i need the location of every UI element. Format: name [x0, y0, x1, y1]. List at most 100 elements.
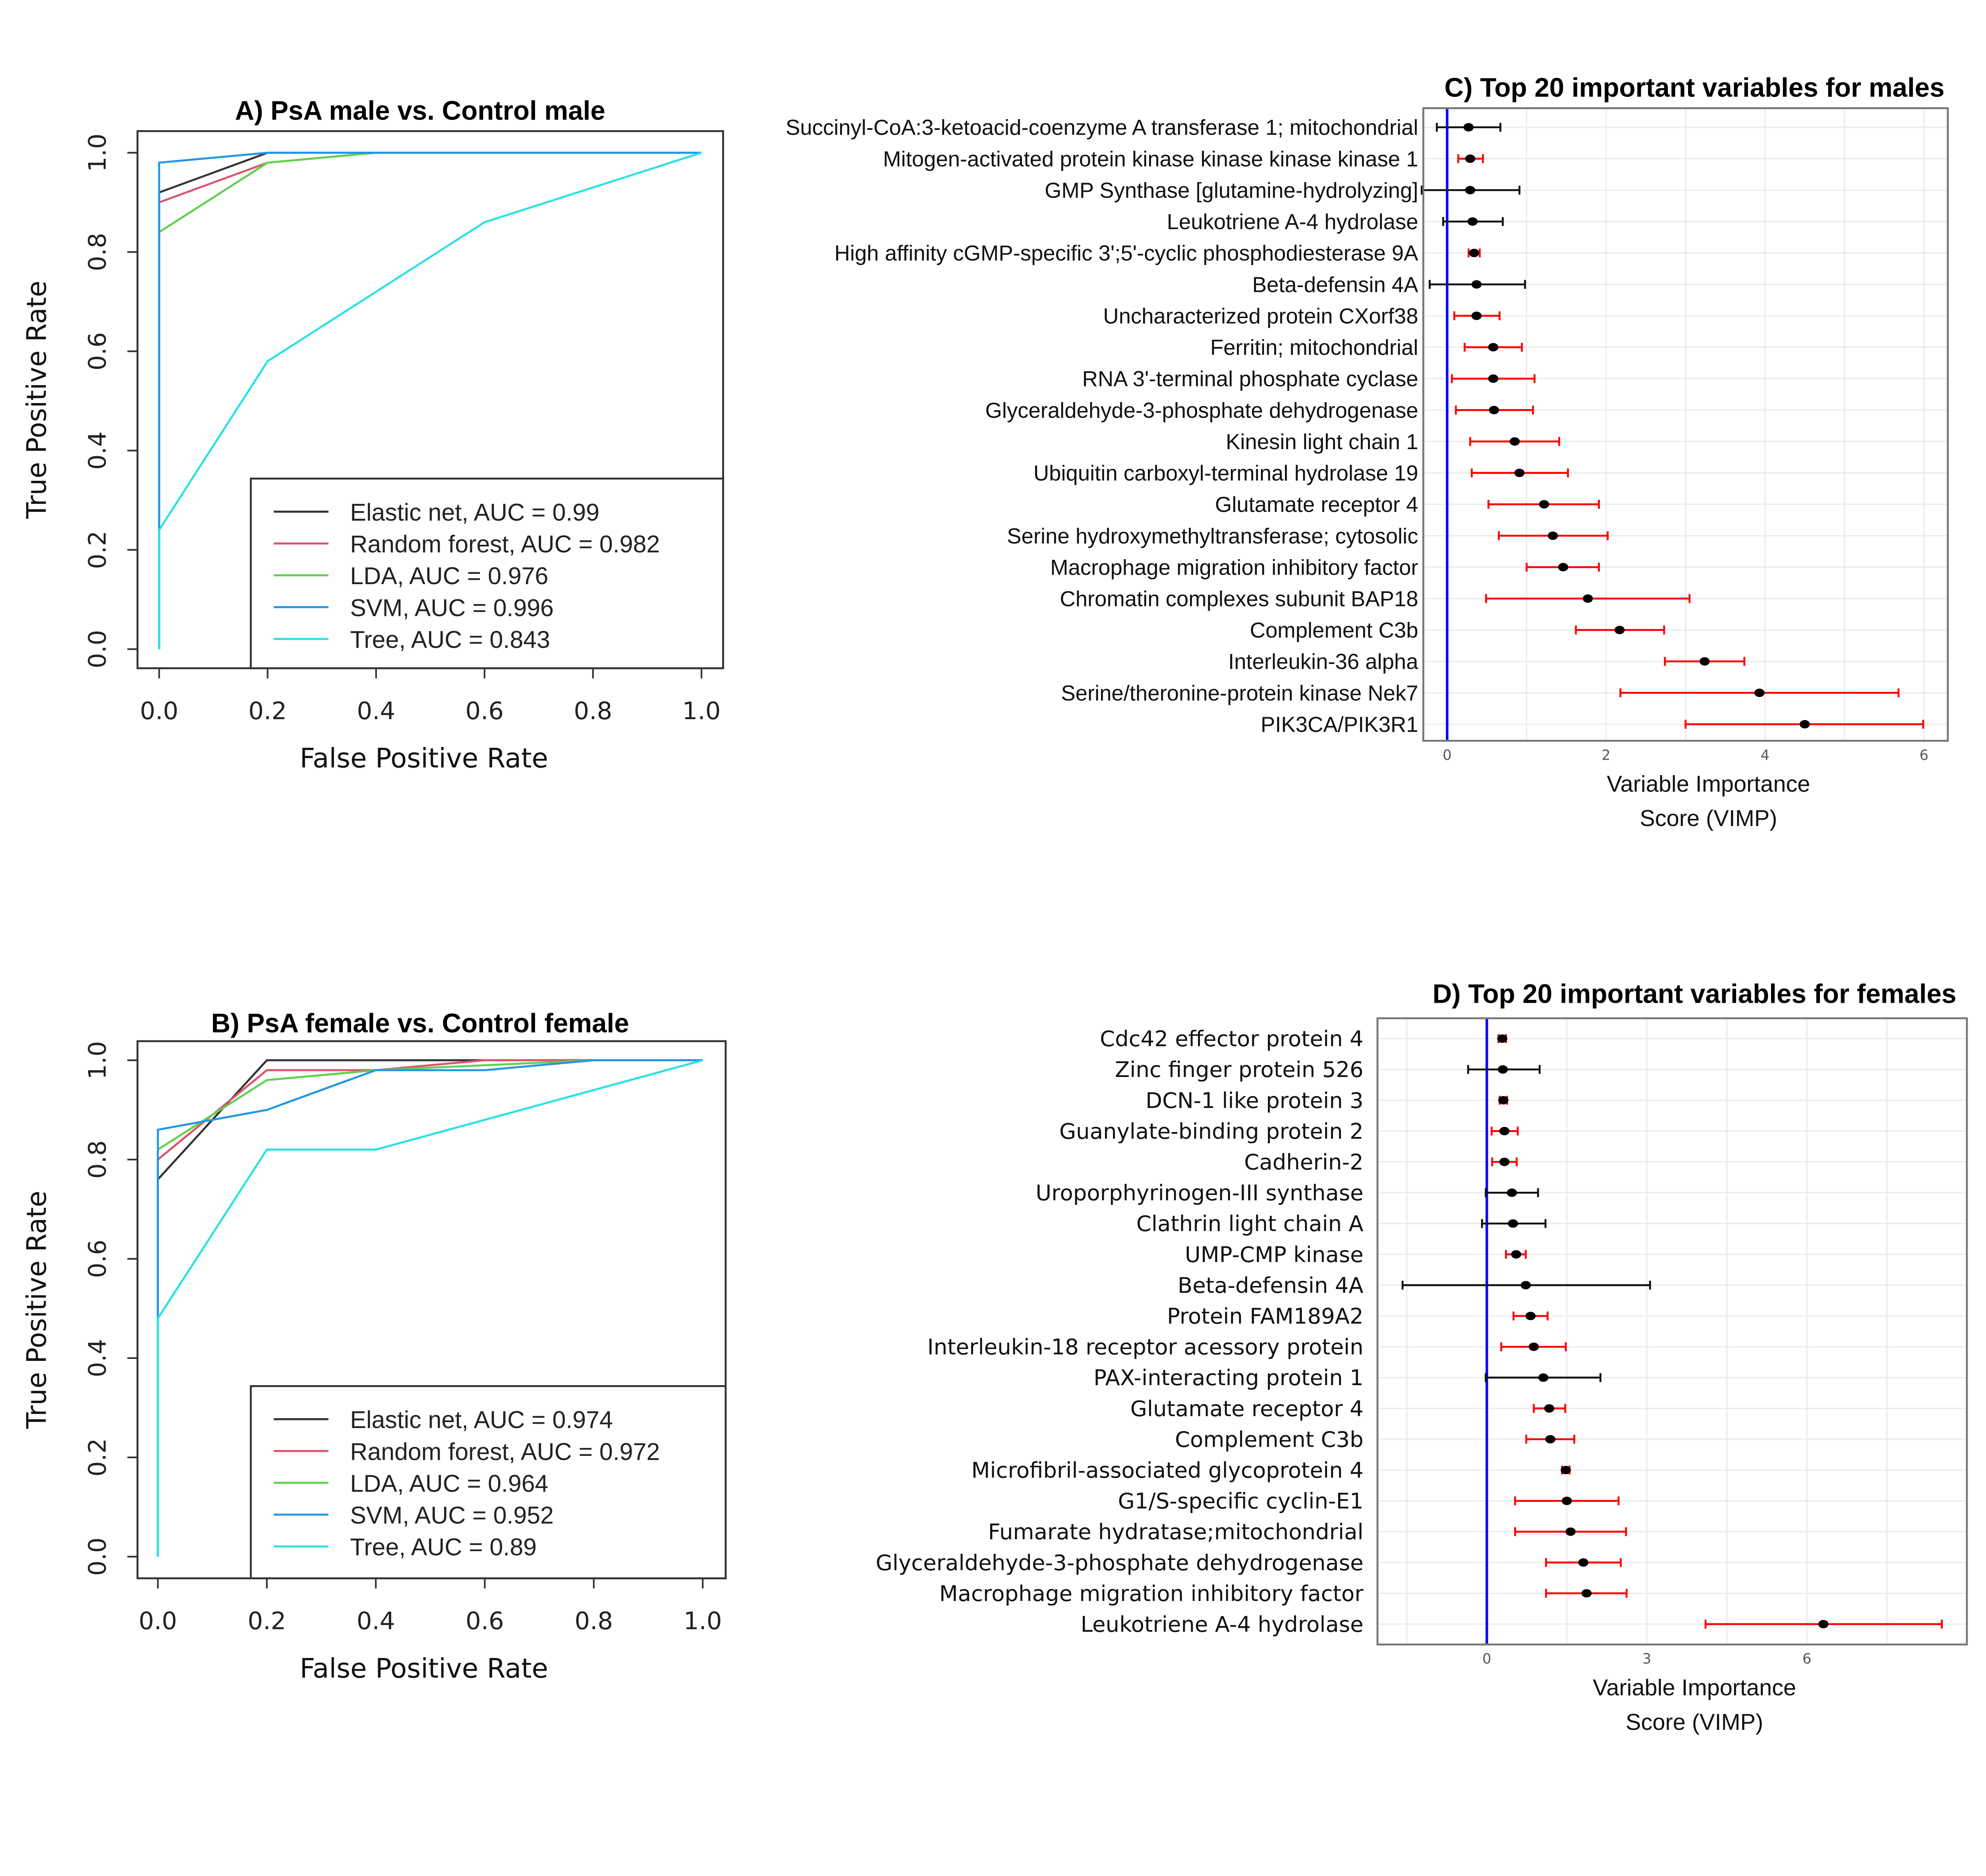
vimp-point [1465, 154, 1476, 163]
roc-curve-4 [156, 1059, 703, 1557]
x-tick-label: 6 [1802, 1651, 1811, 1667]
variable-label: Mitogen-activated protein kinase kinase … [883, 147, 1418, 171]
vimp-point [1614, 625, 1625, 634]
y-tick-label: 0.0 [83, 630, 112, 668]
x-tick-label: 3 [1642, 1651, 1651, 1667]
x-axis-label: Score (VIMP) [1626, 1710, 1763, 1735]
x-axis-label: Variable Importance [1593, 1675, 1796, 1700]
vimp-point [1497, 1065, 1508, 1074]
variable-label: Succinyl-CoA:3-ketoacid-coenzyme A trans… [786, 116, 1418, 140]
x-tick-label: 0.8 [574, 697, 612, 725]
variable-label: Serine/theronine-protein kinase Nek7 [1061, 681, 1418, 705]
x-axis-label: Variable Importance [1607, 772, 1810, 797]
variable-label: Glutamate receptor 4 [1130, 1396, 1364, 1421]
x-axis-label: Score (VIMP) [1640, 806, 1777, 831]
x-axis-label: False Positive Rate [300, 1653, 548, 1684]
vimp-panel-female: D) Top 20 important variables for female… [876, 979, 1968, 1735]
vimp-point [1489, 405, 1499, 415]
vimp-point [1498, 1096, 1509, 1105]
x-tick-label: 0.0 [139, 1607, 177, 1635]
vimp-point [1488, 374, 1499, 383]
y-tick-label: 0.2 [83, 1438, 112, 1476]
variable-label: Interleukin-18 receptor acessory protein [927, 1334, 1364, 1360]
vimp-point [1509, 437, 1520, 446]
y-tick-label: 0.0 [83, 1537, 112, 1576]
variable-label: Complement C3b [1175, 1426, 1364, 1452]
variable-label: Guanylate-binding protein 2 [1059, 1118, 1364, 1144]
x-tick-label: 0.0 [140, 697, 178, 725]
variable-label: Clathrin light chain A [1136, 1211, 1364, 1236]
variable-label: Beta-defensin 4A [1252, 272, 1419, 297]
chart-title: C) Top 20 important variables for males [1445, 73, 1945, 103]
x-tick-label: 4 [1760, 747, 1769, 763]
x-tick-label: 0.2 [247, 1607, 286, 1635]
vimp-panel-male: C) Top 20 important variables for males S… [786, 73, 1949, 831]
vimp-point [1499, 1158, 1510, 1166]
x-tick-label: 0.8 [574, 1607, 613, 1635]
vimp-point [1508, 1219, 1518, 1228]
variable-label: UMP-CMP kinase [1185, 1242, 1364, 1267]
figure: A) PsA male vs. Control male 0.0 0.2 0.4 0.6… [21, 73, 1968, 1735]
variable-label: Uroporphyrinogen-III synthase [1036, 1180, 1363, 1206]
legend-entry: Tree, AUC = 0.89 [350, 1534, 537, 1561]
vimp-point [1565, 1527, 1576, 1536]
vimp-point [1544, 1404, 1555, 1413]
variable-label: Leukotriene A-4 hydrolase [1081, 1612, 1364, 1637]
x-tick-label: 2 [1602, 747, 1610, 763]
legend-entry: Elastic net, AUC = 0.974 [350, 1406, 613, 1433]
x-tick-label: 0.4 [357, 697, 395, 725]
roc-panel-female: B) PsA female vs. Control female 0.0 0.2 0.… [21, 1008, 727, 1684]
variable-label: GMP Synthase [glutamine-hydrolyzing] [1045, 178, 1418, 203]
vimp-point [1467, 217, 1478, 226]
vimp-point [1539, 500, 1549, 509]
y-tick-label: 1.0 [83, 133, 112, 172]
legend-entry: SVM, AUC = 0.952 [350, 1502, 554, 1529]
chart-title: A) PsA male vs. Control male [235, 96, 605, 125]
variable-label: Cdc42 effector protein 4 [1100, 1026, 1364, 1052]
vimp-point [1511, 1250, 1521, 1259]
y-axis-label: True Positive Rate [21, 281, 52, 519]
variable-label: Microfibril-associated glycoprotein 4 [971, 1457, 1363, 1483]
plot-frame [1376, 1017, 1968, 1646]
variable-label: High affinity cGMP-specific 3';5'-cyclic… [835, 241, 1419, 265]
variable-label: Macrophage migration inhibitory factor [1050, 555, 1418, 579]
legend-entry: LDA, AUC = 0.976 [350, 562, 548, 589]
variable-label: Macrophage migration inhibitory factor [939, 1581, 1364, 1606]
variable-label: Leukotriene A-4 hydrolase [1167, 210, 1418, 234]
roc-curve-4 [158, 152, 702, 649]
variable-label: Glyceraldehyde-3-phosphate dehydrogenase [985, 398, 1418, 423]
y-axis-label: True Positive Rate [21, 1191, 52, 1429]
variable-label: Serine hydroxymethyltransferase; cytosol… [1007, 524, 1418, 548]
legend-entry: Random forest, AUC = 0.972 [350, 1438, 660, 1465]
legend-entry: SVM, AUC = 0.996 [350, 594, 554, 621]
roc-panel-male: A) PsA male vs. Control male 0.0 0.2 0.4 0.6… [21, 96, 724, 774]
x-tick-label: 0.2 [248, 697, 287, 725]
vimp-point [1497, 1034, 1508, 1043]
vimp-point [1799, 720, 1810, 729]
variable-label: Ferritin; mitochondrial [1210, 336, 1418, 360]
vimp-point [1488, 343, 1499, 351]
variable-label: G1/S-specific cyclin-E1 [1118, 1488, 1363, 1514]
variable-label: PIK3CA/PIK3R1 [1261, 712, 1418, 737]
vimp-point [1754, 689, 1765, 697]
legend-entry: Random forest, AUC = 0.982 [350, 531, 660, 558]
vimp-point [1538, 1373, 1549, 1382]
vimp-point [1581, 1589, 1592, 1598]
vimp-point [1471, 280, 1482, 289]
vimp-point [1558, 563, 1569, 571]
y-tick-label: 0.6 [83, 332, 112, 371]
x-tick-label: 0.6 [466, 1607, 504, 1635]
variable-label: PAX-interacting protein 1 [1093, 1365, 1364, 1390]
vimp-point [1561, 1496, 1572, 1505]
x-tick-label: 0.6 [465, 697, 504, 725]
vimp-point [1699, 657, 1710, 666]
roc-curve-3 [158, 152, 702, 649]
vimp-point [1465, 186, 1476, 195]
vimp-point [1514, 469, 1525, 477]
x-tick-label: 0 [1443, 747, 1451, 763]
variable-label: Chromatin complexes subunit BAP18 [1060, 587, 1418, 611]
legend-entry: Elastic net, AUC = 0.99 [350, 499, 599, 526]
variable-label: Uncharacterized protein CXorf38 [1103, 304, 1418, 328]
variable-label: Cadherin-2 [1244, 1149, 1363, 1175]
roc-curve-3 [156, 1059, 703, 1557]
